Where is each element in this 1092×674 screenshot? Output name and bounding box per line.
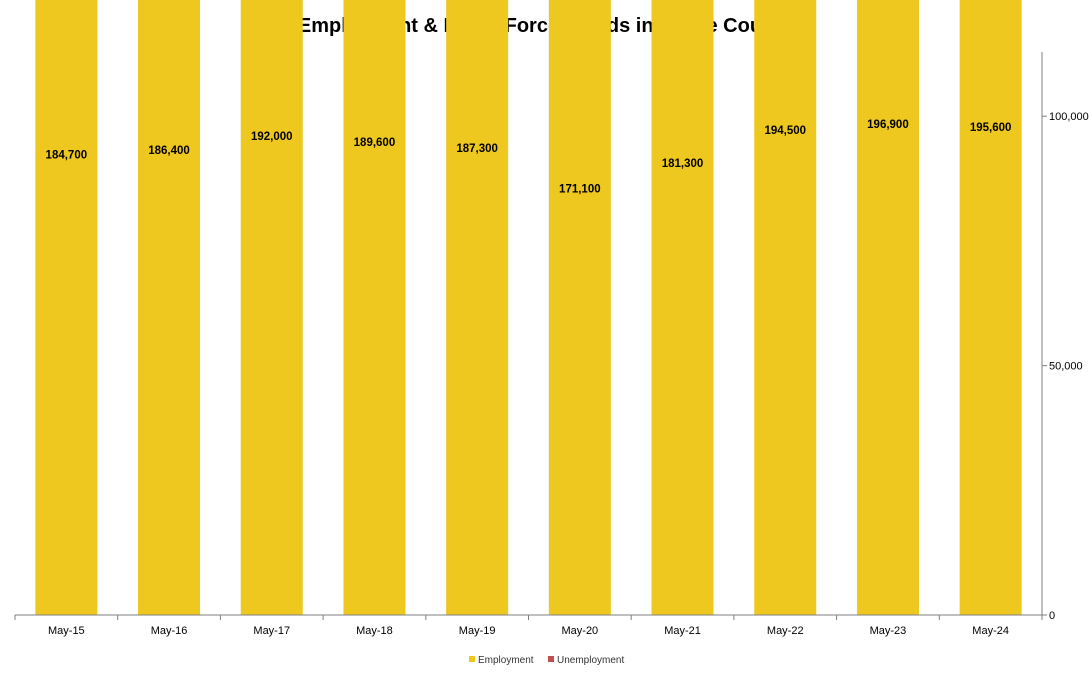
data-label-employment-may-16: 186,400 bbox=[148, 145, 190, 157]
x-tick-label-may-17: May-17 bbox=[253, 625, 290, 637]
data-label-employment-may-21: 181,300 bbox=[662, 158, 704, 170]
bars-layer bbox=[35, 0, 1022, 616]
bar-employment-may-17 bbox=[240, 0, 303, 615]
data-label-employment-may-15: 184,700 bbox=[46, 149, 88, 161]
data-label-employment-may-18: 189,600 bbox=[354, 137, 396, 149]
bar-employment-may-23 bbox=[856, 0, 919, 615]
bar-employment-may-24 bbox=[959, 0, 1022, 615]
x-tick-label-may-23: May-23 bbox=[870, 625, 907, 637]
data-label-employment-may-20: 171,100 bbox=[559, 183, 601, 195]
x-tick-label-may-22: May-22 bbox=[767, 625, 804, 637]
x-tick-label-may-18: May-18 bbox=[356, 625, 393, 637]
data-labels-layer: 184,70022,400186,40020,000192,00019,6001… bbox=[46, 119, 1012, 195]
legend-label-employment: Employment bbox=[478, 655, 534, 666]
y-tick-label: 50,000 bbox=[1049, 361, 1083, 373]
data-label-employment-may-24: 195,600 bbox=[970, 122, 1012, 134]
x-axis: May-15 May-16 May-17 May-18 May-19 May-20 May-… bbox=[14, 614, 1043, 637]
legend-label-unemployment: Unemployment bbox=[557, 655, 624, 666]
bar-employment-may-21 bbox=[651, 0, 714, 615]
bar-employment-may-15 bbox=[35, 0, 98, 616]
data-label-employment-may-19: 187,300 bbox=[456, 143, 498, 155]
bar-employment-may-22 bbox=[754, 0, 817, 615]
bar-employment-may-20 bbox=[548, 0, 611, 616]
legend-swatch-employment bbox=[469, 656, 475, 662]
data-label-employment-may-23: 196,900 bbox=[867, 119, 909, 131]
y-tick-label: 0 bbox=[1049, 610, 1055, 622]
data-label-employment-may-22: 194,500 bbox=[764, 125, 806, 137]
y-tick-label: 100,000 bbox=[1049, 111, 1089, 123]
x-tick-label-may-15: May-15 bbox=[48, 625, 85, 637]
bar-employment-may-18 bbox=[343, 0, 406, 615]
legend-swatch-unemployment bbox=[548, 656, 554, 662]
bar-employment-may-16 bbox=[138, 0, 201, 616]
data-label-employment-may-17: 192,000 bbox=[251, 131, 293, 143]
legend: Employment Unemployment bbox=[469, 655, 624, 666]
x-tick-label-may-16: May-16 bbox=[151, 625, 188, 637]
x-tick-label-may-24: May-24 bbox=[972, 625, 1009, 637]
x-tick-label-may-21: May-21 bbox=[664, 625, 701, 637]
x-tick-label-may-19: May-19 bbox=[459, 625, 496, 637]
x-tick-label-may-20: May-20 bbox=[562, 625, 599, 637]
bar-employment-may-19 bbox=[446, 0, 509, 616]
